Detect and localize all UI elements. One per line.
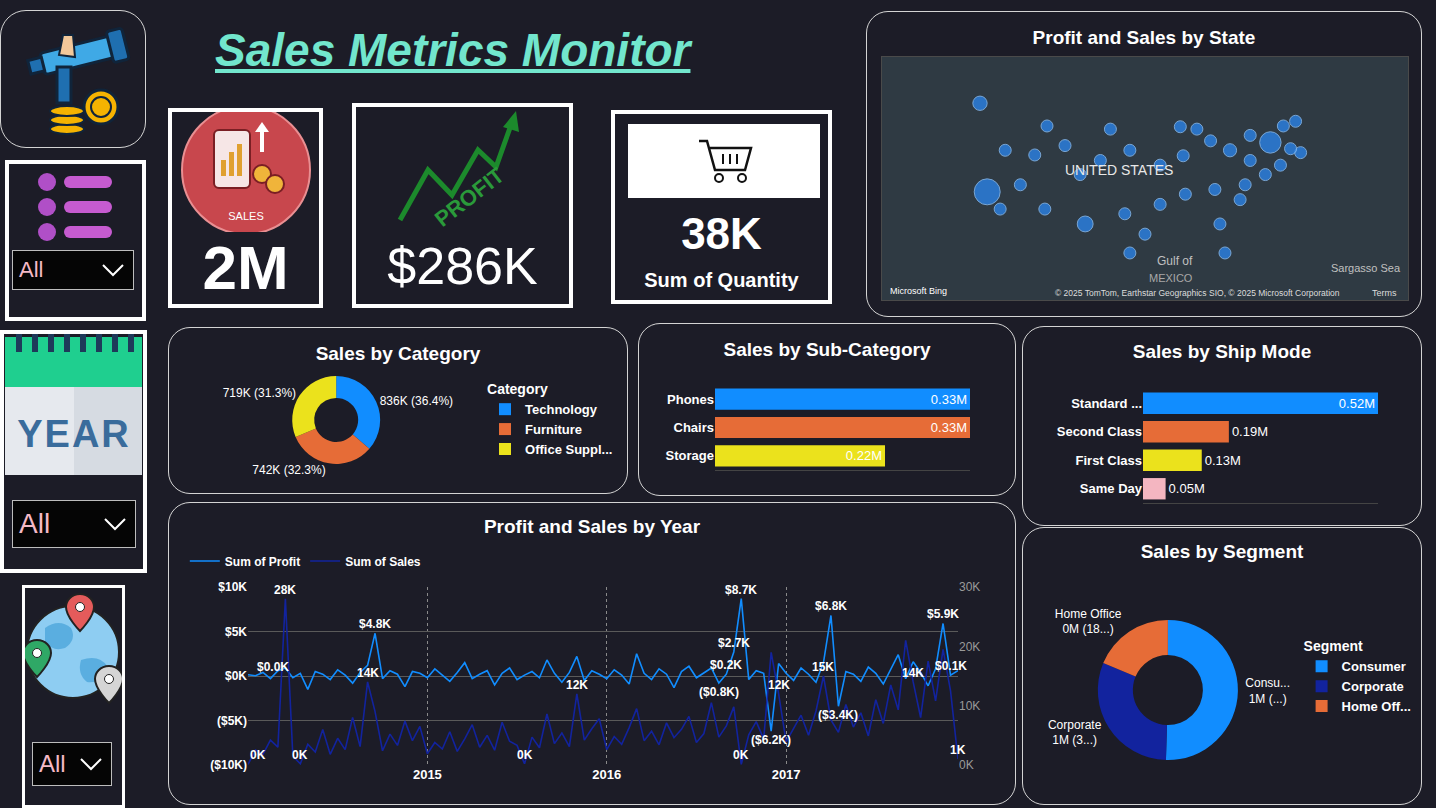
svg-text:© 2025 TomTom, Earthstar Geogr: © 2025 TomTom, Earthstar Geographics SIO…: [1055, 288, 1340, 298]
svg-text:$0.0K: $0.0K: [257, 660, 289, 674]
svg-text:836K (36.4%): 836K (36.4%): [380, 394, 453, 408]
svg-text:2017: 2017: [772, 767, 801, 782]
svg-text:First Class: First Class: [1076, 453, 1142, 468]
svg-text:0.13M: 0.13M: [1205, 453, 1241, 468]
svg-text:($3.4K): ($3.4K): [818, 708, 858, 722]
svg-text:Phones: Phones: [667, 392, 714, 407]
svg-text:12K: 12K: [768, 678, 790, 692]
svg-text:Profit and Sales by Year: Profit and Sales by Year: [484, 516, 701, 537]
html-text:$286K: $286K: [387, 237, 538, 295]
svg-text:$0K: $0K: [225, 669, 247, 683]
svg-text:UNITED STATES: UNITED STATES: [1065, 162, 1173, 178]
svg-text:Sargasso Sea: Sargasso Sea: [1331, 262, 1401, 274]
html-text:38K: 38K: [681, 209, 762, 258]
svg-text:Corporate1M (3...): Corporate1M (3...): [1048, 718, 1102, 748]
svg-text:PROFIT: PROFIT: [430, 162, 509, 232]
svg-text:Sum of Sales: Sum of Sales: [345, 555, 421, 569]
svg-text:Profit and Sales by State: Profit and Sales by State: [1033, 27, 1256, 48]
svg-text:$4.8K: $4.8K: [359, 617, 391, 631]
svg-text:$8.7K: $8.7K: [725, 583, 757, 597]
html-text:All: All: [19, 508, 51, 539]
svg-text:0K: 0K: [959, 758, 974, 772]
svg-text:Second Class: Second Class: [1057, 424, 1142, 439]
svg-text:15K: 15K: [812, 660, 834, 674]
svg-text:1K: 1K: [950, 743, 966, 757]
svg-text:20K: 20K: [959, 640, 980, 654]
svg-text:Home Off...: Home Off...: [1342, 699, 1411, 714]
svg-text:Gulf of: Gulf of: [1157, 254, 1193, 268]
svg-text:Sales by Category: Sales by Category: [316, 343, 481, 364]
svg-text:719K (31.3%): 719K (31.3%): [223, 386, 296, 400]
svg-text:MEXICO: MEXICO: [1149, 272, 1193, 284]
svg-text:0K: 0K: [733, 748, 749, 762]
svg-text:14K: 14K: [902, 666, 924, 680]
svg-text:$6.8K: $6.8K: [815, 599, 847, 613]
svg-text:Same Day: Same Day: [1080, 481, 1143, 496]
svg-text:12K: 12K: [566, 678, 588, 692]
svg-text:0K: 0K: [292, 748, 308, 762]
svg-text:28K: 28K: [274, 583, 296, 597]
svg-text:0.22M: 0.22M: [846, 448, 882, 463]
svg-text:$0.2K: $0.2K: [710, 658, 742, 672]
svg-text:Technology: Technology: [525, 402, 598, 417]
svg-text:Category: Category: [487, 381, 548, 397]
svg-text:Furniture: Furniture: [525, 422, 582, 437]
svg-text:14K: 14K: [357, 666, 379, 680]
svg-text:($10K): ($10K): [210, 758, 247, 772]
svg-text:Office Suppl...: Office Suppl...: [525, 442, 612, 457]
svg-text:($5K): ($5K): [217, 714, 247, 728]
svg-text:0.33M: 0.33M: [931, 392, 967, 407]
svg-text:0.05M: 0.05M: [1169, 481, 1205, 496]
svg-text:0K: 0K: [517, 748, 533, 762]
svg-text:30K: 30K: [959, 580, 980, 594]
svg-text:10K: 10K: [959, 699, 980, 713]
svg-text:YEAR: YEAR: [17, 413, 131, 455]
html-text:2M: 2M: [202, 233, 289, 302]
svg-text:Consu...1M (...): Consu...1M (...): [1245, 676, 1290, 706]
svg-text:Home Office0M (18...): Home Office0M (18...): [1055, 607, 1122, 637]
html-text:Sum of Quantity: Sum of Quantity: [644, 269, 799, 291]
svg-text:Consumer: Consumer: [1342, 659, 1406, 674]
svg-text:742K (32.3%): 742K (32.3%): [252, 463, 325, 477]
svg-text:Corporate: Corporate: [1342, 679, 1404, 694]
svg-text:2016: 2016: [592, 767, 621, 782]
svg-text:$5.9K: $5.9K: [927, 607, 959, 621]
svg-text:Segment: Segment: [1304, 638, 1363, 654]
svg-text:Microsoft Bing: Microsoft Bing: [890, 286, 947, 296]
svg-text:Terms: Terms: [1372, 288, 1397, 298]
html-text:All: All: [39, 750, 66, 777]
svg-text:$2.7K: $2.7K: [718, 636, 750, 650]
svg-text:0.52M: 0.52M: [1339, 396, 1375, 411]
svg-text:($6.2K): ($6.2K): [751, 733, 791, 747]
svg-text:$10K: $10K: [218, 580, 247, 594]
svg-text:0.19M: 0.19M: [1232, 424, 1268, 439]
svg-text:($0.8K): ($0.8K): [699, 685, 739, 699]
html-text:All: All: [19, 257, 44, 282]
svg-text:SALES: SALES: [228, 210, 263, 222]
svg-text:2015: 2015: [413, 767, 442, 782]
svg-text:$5K: $5K: [225, 625, 247, 639]
svg-text:Sum of Profit: Sum of Profit: [225, 555, 300, 569]
svg-text:0K: 0K: [250, 748, 266, 762]
svg-text:Storage: Storage: [666, 448, 714, 463]
svg-text:Sales by Sub-Category: Sales by Sub-Category: [724, 339, 931, 360]
svg-text:$0.1K: $0.1K: [935, 659, 967, 673]
svg-text:Standard ...: Standard ...: [1071, 396, 1142, 411]
svg-text:0.33M: 0.33M: [931, 420, 967, 435]
html-text:Sales Metrics Monitor: Sales Metrics Monitor: [215, 24, 691, 76]
svg-text:Chairs: Chairs: [674, 420, 714, 435]
svg-text:Sales by Ship Mode: Sales by Ship Mode: [1133, 341, 1311, 362]
svg-text:Sales by Segment: Sales by Segment: [1141, 541, 1304, 562]
